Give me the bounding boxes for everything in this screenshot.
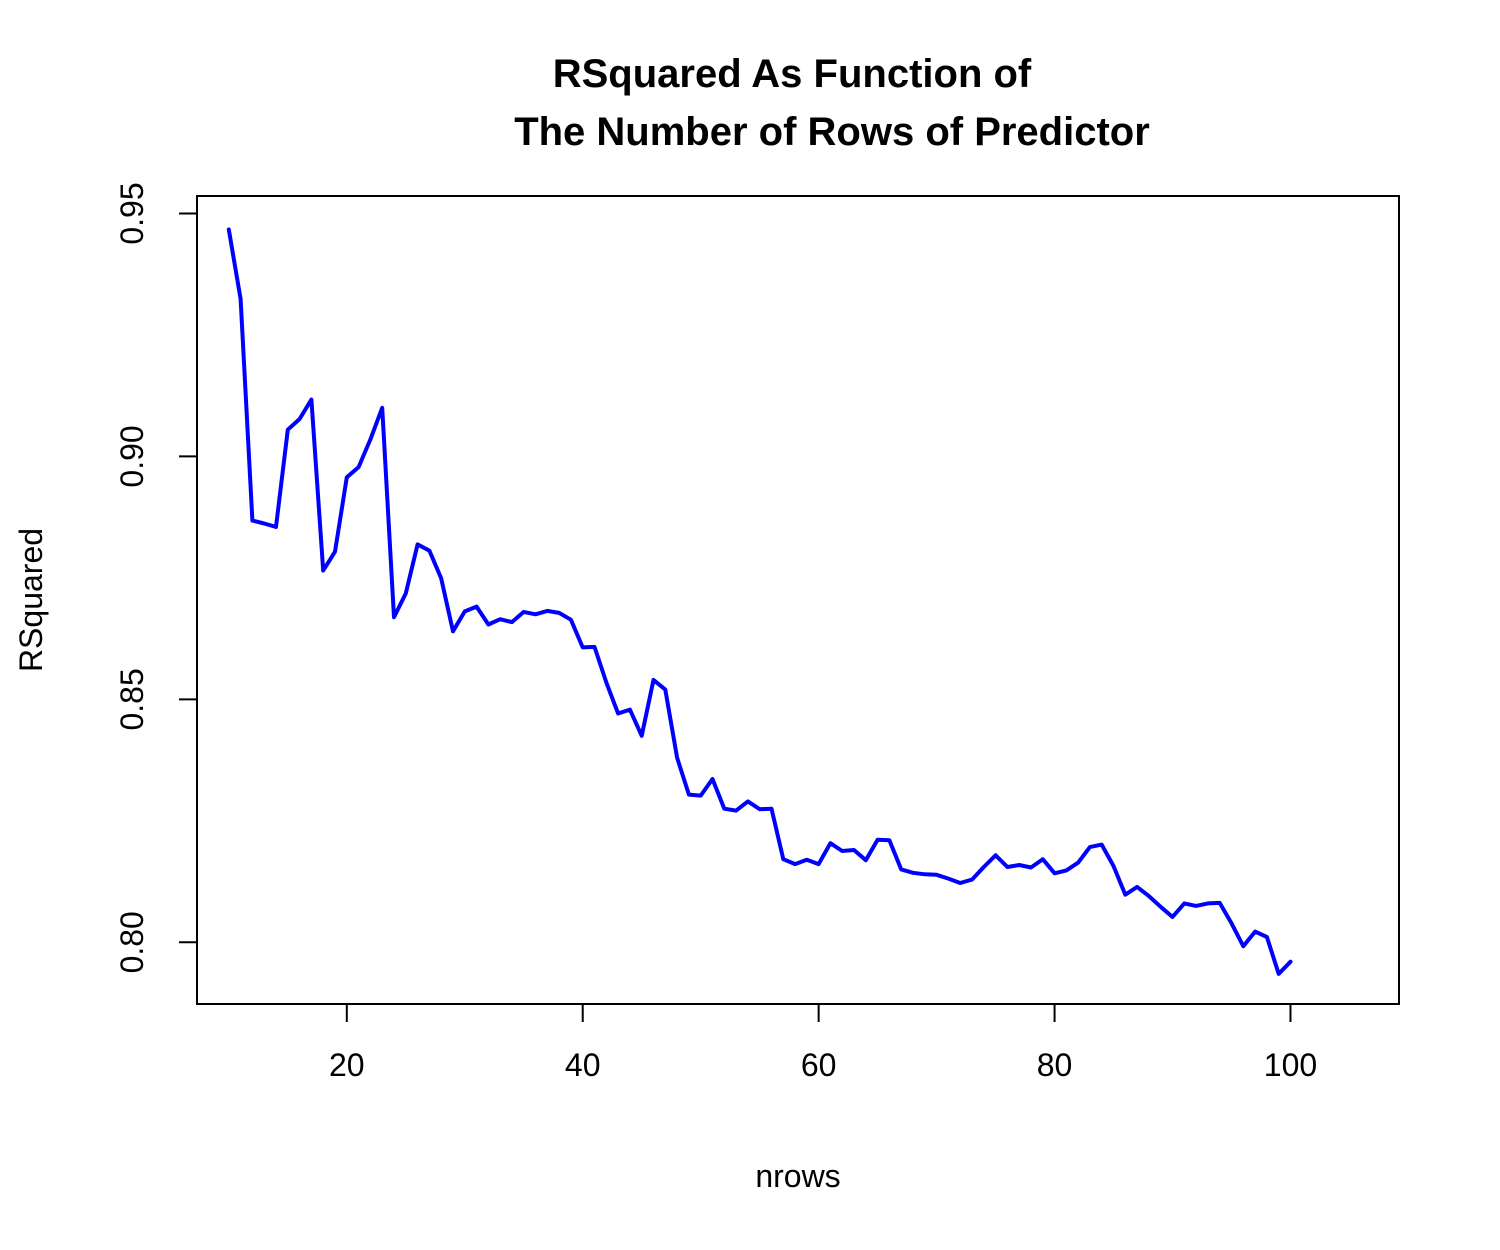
plot-frame <box>196 195 1400 1005</box>
x-axis-label: nrows <box>755 1158 840 1194</box>
y-tick-label: 0.90 <box>114 425 150 487</box>
x-tick-label: 20 <box>329 1047 365 1083</box>
x-axis: 20 40 60 80 100 <box>329 1003 1317 1083</box>
y-axis: 0.80 0.85 0.90 0.95 <box>114 182 198 973</box>
series-layer <box>226 227 1293 976</box>
x-tick-label: 80 <box>1037 1047 1073 1083</box>
y-axis-label: RSquared <box>13 528 49 672</box>
chart-title-line-1: RSquared As Function of <box>553 52 1032 96</box>
chart-title-line-2: The Number of Rows of Predictor <box>514 110 1150 154</box>
y-tick-label: 0.80 <box>114 911 150 973</box>
series-line <box>226 227 1293 976</box>
x-tick-label: 100 <box>1264 1047 1317 1083</box>
x-tick-label: 60 <box>801 1047 837 1083</box>
x-tick-label: 40 <box>565 1047 601 1083</box>
y-tick-label: 0.95 <box>114 182 150 244</box>
y-tick-label: 0.85 <box>114 668 150 730</box>
